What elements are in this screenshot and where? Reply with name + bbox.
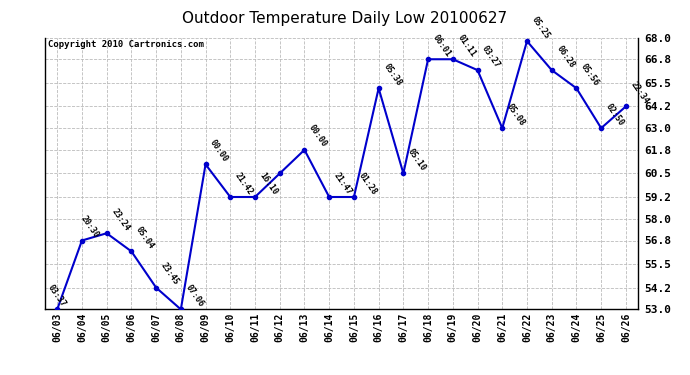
Text: 03:27: 03:27	[480, 44, 502, 69]
Text: 05:38: 05:38	[382, 62, 403, 87]
Text: 02:50: 02:50	[604, 102, 626, 128]
Text: 06:01: 06:01	[431, 33, 453, 58]
Text: 21:47: 21:47	[332, 171, 354, 196]
Text: 20:30: 20:30	[79, 214, 101, 240]
Text: 00:00: 00:00	[208, 138, 230, 164]
Text: 22:34: 22:34	[629, 80, 651, 106]
Text: 03:37: 03:37	[46, 283, 68, 309]
Text: 16:10: 16:10	[258, 171, 279, 196]
Text: 07:06: 07:06	[184, 283, 206, 309]
Text: 21:42: 21:42	[233, 171, 255, 196]
Text: 23:45: 23:45	[159, 261, 181, 287]
Text: 01:11: 01:11	[455, 33, 477, 58]
Text: 06:28: 06:28	[555, 44, 576, 69]
Text: 23:24: 23:24	[110, 207, 131, 232]
Text: Outdoor Temperature Daily Low 20100627: Outdoor Temperature Daily Low 20100627	[182, 11, 508, 26]
Text: 05:56: 05:56	[579, 62, 601, 87]
Text: 05:25: 05:25	[530, 15, 551, 40]
Text: 05:04: 05:04	[134, 225, 156, 251]
Text: 01:28: 01:28	[357, 171, 378, 196]
Text: 00:00: 00:00	[307, 123, 329, 149]
Text: Copyright 2010 Cartronics.com: Copyright 2010 Cartronics.com	[48, 40, 204, 49]
Text: 05:08: 05:08	[505, 102, 526, 128]
Text: 05:10: 05:10	[406, 147, 428, 172]
